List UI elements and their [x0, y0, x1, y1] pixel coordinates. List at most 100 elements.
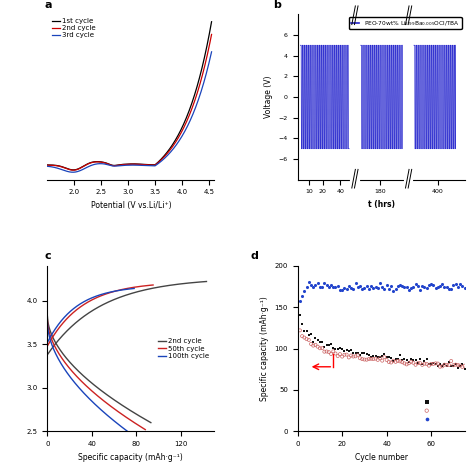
Point — [434, 283, 442, 291]
Point — [436, 360, 444, 368]
Point — [392, 285, 400, 293]
Point — [367, 282, 375, 290]
Point — [396, 357, 404, 365]
Point — [323, 281, 330, 289]
Point — [319, 338, 326, 346]
Point — [443, 283, 450, 291]
2nd cycle — [74, 167, 80, 173]
Point — [365, 355, 373, 363]
2nd cycle — [148, 420, 154, 426]
Point — [416, 286, 424, 294]
Point — [378, 283, 386, 291]
Y-axis label: Voltage (V): Voltage (V) — [264, 76, 273, 118]
Point — [367, 354, 375, 361]
1st cycle — [119, 162, 125, 167]
Line: 2nd cycle: 2nd cycle — [47, 35, 211, 170]
Point — [305, 336, 312, 344]
Point — [456, 281, 464, 288]
Point — [338, 286, 346, 294]
Point — [434, 360, 442, 367]
Point — [303, 335, 310, 343]
Point — [390, 357, 397, 365]
Point — [461, 362, 468, 370]
Point — [381, 353, 388, 361]
Legend: PEO-70wt% Li$_{2.99}$Ba$_{0.005}$OCl/TBA: PEO-70wt% Li$_{2.99}$Ba$_{0.005}$OCl/TBA — [349, 17, 462, 29]
Point — [376, 355, 384, 362]
Point — [347, 284, 355, 292]
Point — [407, 284, 415, 292]
Point — [390, 287, 397, 294]
Point — [443, 363, 450, 370]
Text: a: a — [44, 0, 52, 9]
Point — [314, 343, 321, 350]
Point — [361, 284, 368, 292]
Point — [347, 346, 355, 354]
Point — [410, 359, 417, 366]
Point — [399, 356, 406, 364]
Point — [432, 284, 439, 292]
Point — [387, 359, 395, 366]
Point — [334, 346, 341, 353]
Point — [332, 346, 339, 353]
2nd cycle — [51, 336, 56, 342]
Point — [296, 327, 304, 334]
Point — [334, 282, 341, 290]
Point — [385, 285, 392, 293]
Point — [343, 351, 350, 358]
100th cycle — [66, 372, 72, 378]
Point — [410, 356, 417, 364]
Point — [447, 363, 455, 370]
Point — [365, 351, 373, 359]
50th cycle — [48, 336, 54, 341]
Point — [410, 283, 417, 291]
Point — [425, 362, 433, 369]
Point — [387, 283, 395, 290]
2nd cycle — [45, 162, 50, 168]
Point — [399, 283, 406, 290]
Point — [412, 361, 419, 369]
Point — [332, 283, 339, 291]
Point — [314, 280, 321, 287]
100th cycle — [59, 363, 65, 368]
X-axis label: Specific capacity (mAh·g⁻¹): Specific capacity (mAh·g⁻¹) — [79, 453, 183, 462]
X-axis label: Potential (V vs.Li/Li⁺): Potential (V vs.Li/Li⁺) — [91, 201, 171, 210]
Point — [301, 288, 308, 295]
Point — [296, 312, 304, 319]
Point — [301, 328, 308, 335]
50th cycle — [63, 361, 68, 366]
2nd cycle — [155, 161, 160, 166]
Point — [429, 281, 437, 288]
Point — [416, 359, 424, 367]
Point — [394, 283, 401, 290]
Point — [412, 356, 419, 364]
Point — [341, 347, 348, 355]
50th cycle — [134, 421, 140, 427]
Point — [356, 283, 364, 290]
Point — [296, 297, 304, 304]
Point — [432, 360, 439, 368]
Point — [423, 407, 430, 414]
3rd cycle — [74, 169, 80, 174]
Point — [452, 280, 459, 288]
Point — [456, 362, 464, 370]
2nd cycle — [64, 356, 70, 361]
Point — [421, 357, 428, 365]
Point — [401, 356, 408, 363]
Point — [436, 363, 444, 371]
Point — [349, 286, 357, 293]
Point — [316, 283, 324, 291]
Point — [358, 286, 366, 293]
Point — [376, 279, 384, 286]
Point — [347, 352, 355, 359]
Point — [334, 352, 341, 360]
Point — [414, 359, 421, 367]
Point — [423, 360, 430, 368]
Point — [358, 356, 366, 363]
Point — [405, 359, 413, 367]
Point — [452, 361, 459, 368]
Point — [394, 357, 401, 365]
Point — [456, 362, 464, 369]
Point — [416, 356, 424, 363]
Point — [354, 349, 362, 357]
100th cycle — [120, 426, 126, 431]
